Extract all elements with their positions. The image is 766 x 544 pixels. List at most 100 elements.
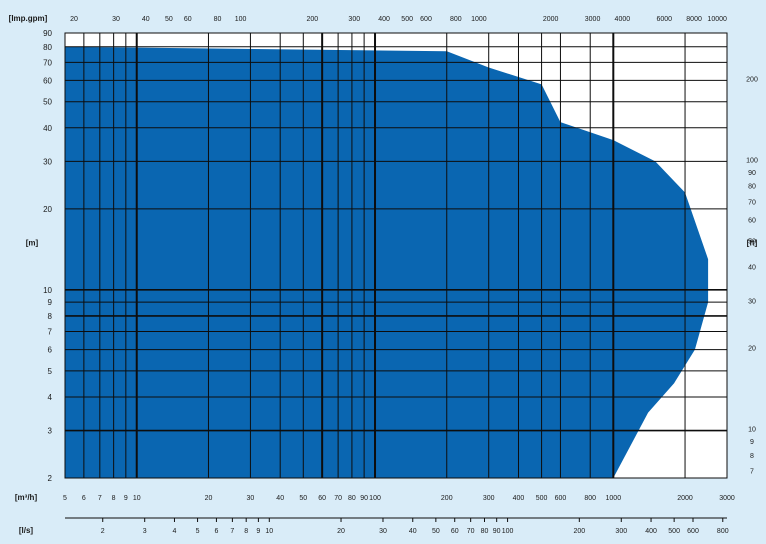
y-tick-label-right: 7 [750,468,754,475]
y-tick-label-left: 10 [43,286,52,295]
x-tick-label-ls: 8 [244,528,248,535]
x-tick-label-ls: 5 [196,528,200,535]
y-tick-label-right: 10 [748,427,756,434]
y-tick-label-left: 20 [43,205,52,214]
x-tick-label-ls: 100 [502,528,514,535]
y-tick-label-right: 50 [748,239,756,246]
y-tick-label-right: 9 [750,439,754,446]
y-tick-label-right: 200 [746,77,758,84]
x-tick-label-bottom: 500 [536,495,548,502]
x-tick-label-top: 50 [165,16,173,23]
y-tick-label-left: 7 [48,328,53,337]
x-tick-label-bottom: 70 [334,495,342,502]
x-tick-label-bottom: 80 [348,495,356,502]
x-tick-label-ls: 80 [481,528,489,535]
y-tick-label-left: 6 [48,346,53,355]
y-tick-label-left: 9 [48,298,53,307]
x-tick-label-top: 600 [420,16,432,23]
x-tick-label-ls: 600 [687,528,699,535]
x-tick-label-top: 3000 [585,16,601,23]
y-tick-label-left: 5 [48,367,53,376]
x-tick-label-ls: 40 [409,528,417,535]
x-tick-label-ls: 90 [493,528,501,535]
x-tick-label-top: 2000 [543,16,559,23]
x-tick-label-top: 80 [214,16,222,23]
x-tick-label-top: 400 [378,16,390,23]
x-tick-label-top: 8000 [686,16,702,23]
x-tick-label-top: 4000 [615,16,631,23]
y-tick-label-left: 90 [43,29,52,38]
y-tick-label-right: 70 [748,199,756,206]
x-tick-label-bottom: 3000 [719,495,735,502]
x-tick-label-top: 200 [306,16,318,23]
y-tick-label-right: 100 [746,158,758,165]
y-tick-label-right: 20 [748,346,756,353]
x-tick-label-top: 100 [235,16,247,23]
x-tick-label-top: 30 [112,16,120,23]
x-tick-label-ls: 500 [668,528,680,535]
x-tick-label-top: 800 [450,16,462,23]
x-tick-label-ls: 400 [645,528,657,535]
x-tick-label-top: 1000 [471,16,487,23]
x-tick-label-bottom: 1000 [606,495,622,502]
x-tick-label-ls: 200 [573,528,585,535]
x-tick-label-bottom: 600 [555,495,567,502]
y-axis-label-right: [ft] [747,238,758,247]
x-axis-label-bottom: [m³/h] [15,493,38,502]
x-tick-label-bottom: 400 [513,495,525,502]
x-tick-label-bottom: 90 [360,495,368,502]
x-tick-label-bottom: 30 [247,495,255,502]
x-tick-label-top: 10000 [707,16,727,23]
x-tick-label-bottom: 300 [483,495,495,502]
x-tick-label-ls: 9 [256,528,260,535]
x-tick-label-ls: 50 [432,528,440,535]
y-tick-label-left: 30 [43,157,52,166]
y-tick-label-right: 40 [748,265,756,272]
x-tick-label-ls: 10 [265,528,273,535]
x-tick-label-bottom: 5 [63,495,67,502]
x-axis-label-top: [Imp.gpm] [9,14,48,23]
x-tick-label-ls: 4 [173,528,177,535]
x-tick-label-bottom: 6 [82,495,86,502]
x-tick-label-bottom: 40 [276,495,284,502]
x-tick-label-ls: 60 [451,528,459,535]
x-tick-label-bottom: 100 [369,495,381,502]
x-tick-label-ls: 30 [379,528,387,535]
x-tick-label-ls: 70 [467,528,475,535]
x-tick-label-bottom: 7 [98,495,102,502]
y-tick-label-left: 80 [43,43,52,52]
y-tick-label-left: 8 [48,312,53,321]
x-tick-label-ls: 6 [214,528,218,535]
x-tick-label-ls: 7 [230,528,234,535]
y-tick-label-left: 40 [43,124,52,133]
y-tick-label-left: 50 [43,98,52,107]
x-tick-label-top: 40 [142,16,150,23]
y-tick-label-left: 70 [43,58,52,67]
y-tick-label-left: 4 [48,393,53,402]
x-tick-label-ls: 20 [337,528,345,535]
x-tick-label-ls: 300 [615,528,627,535]
performance-area [65,46,709,479]
x-tick-label-bottom: 50 [299,495,307,502]
y-tick-label-right: 90 [748,170,756,177]
x-tick-label-ls: 3 [143,528,147,535]
x-tick-label-bottom: 2000 [677,495,693,502]
x-tick-label-bottom: 800 [584,495,596,502]
x-tick-label-top: 6000 [657,16,673,23]
x-tick-label-ls: 800 [717,528,729,535]
y-tick-label-right: 80 [748,184,756,191]
x-axis-label-ls: [l/s] [19,526,34,535]
x-tick-label-bottom: 60 [318,495,326,502]
y-axis-label-left: [m] [26,238,39,247]
y-tick-label-left: 2 [48,474,53,483]
x-tick-label-bottom: 200 [441,495,453,502]
x-tick-label-bottom: 9 [124,495,128,502]
x-tick-label-top: 500 [401,16,413,23]
x-tick-label-bottom: 20 [205,495,213,502]
x-tick-label-ls: 2 [101,528,105,535]
y-tick-label-right: 8 [750,453,754,460]
x-tick-label-top: 300 [348,16,360,23]
plot-frame [64,32,728,479]
